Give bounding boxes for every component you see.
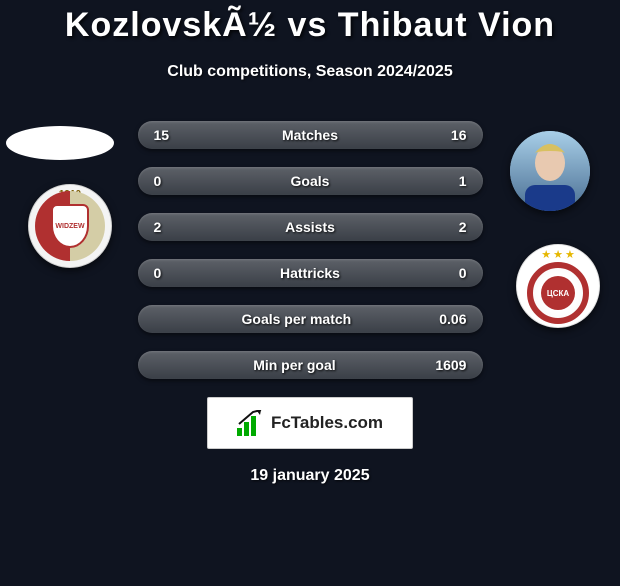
stat-right-value: 0.06 bbox=[439, 311, 466, 327]
avatar-left bbox=[6, 126, 114, 160]
stat-right-value: 1609 bbox=[435, 357, 466, 373]
stat-label: Matches bbox=[282, 127, 338, 143]
stat-row-matches: 15 Matches 16 bbox=[138, 121, 483, 149]
stat-left-value: 0 bbox=[154, 173, 184, 189]
stat-label: Goals per match bbox=[242, 311, 352, 327]
page-title: KozlovskÃ½ vs Thibaut Vion bbox=[0, 6, 620, 45]
crest-right-stars: ★★★ bbox=[541, 248, 575, 261]
stat-row-assists: 2 Assists 2 bbox=[138, 213, 483, 241]
stats-container: 15 Matches 16 0 Goals 1 2 Assists 2 0 Ha… bbox=[138, 121, 483, 379]
crest-right: ★★★ ЦСКА bbox=[516, 244, 600, 328]
stat-label: Goals bbox=[291, 173, 330, 189]
stat-label: Hattricks bbox=[280, 265, 340, 281]
stat-label: Assists bbox=[285, 219, 335, 235]
stat-label: Min per goal bbox=[253, 357, 335, 373]
stat-right-value: 2 bbox=[437, 219, 467, 235]
stat-row-hattricks: 0 Hattricks 0 bbox=[138, 259, 483, 287]
crest-left: 1910 WIDZEW bbox=[28, 184, 112, 268]
fctables-logo-icon bbox=[237, 410, 263, 436]
fctables-badge[interactable]: FcTables.com bbox=[207, 397, 413, 449]
comparison-date: 19 january 2025 bbox=[0, 467, 620, 485]
avatar-right bbox=[510, 131, 590, 211]
stat-left-value: 2 bbox=[154, 219, 184, 235]
crest-right-text: ЦСКА bbox=[541, 276, 575, 310]
stat-row-mpg: Min per goal 1609 bbox=[138, 351, 483, 379]
fctables-badge-text: FcTables.com bbox=[271, 413, 383, 433]
crest-left-text: WIDZEW bbox=[55, 223, 84, 230]
stat-left-value: 15 bbox=[154, 127, 184, 143]
stat-row-goals: 0 Goals 1 bbox=[138, 167, 483, 195]
stat-right-value: 16 bbox=[437, 127, 467, 143]
stat-right-value: 1 bbox=[437, 173, 467, 189]
stat-row-gpm: Goals per match 0.06 bbox=[138, 305, 483, 333]
page-subtitle: Club competitions, Season 2024/2025 bbox=[0, 63, 620, 81]
stat-right-value: 0 bbox=[436, 265, 466, 281]
stat-left-value: 0 bbox=[154, 265, 184, 281]
